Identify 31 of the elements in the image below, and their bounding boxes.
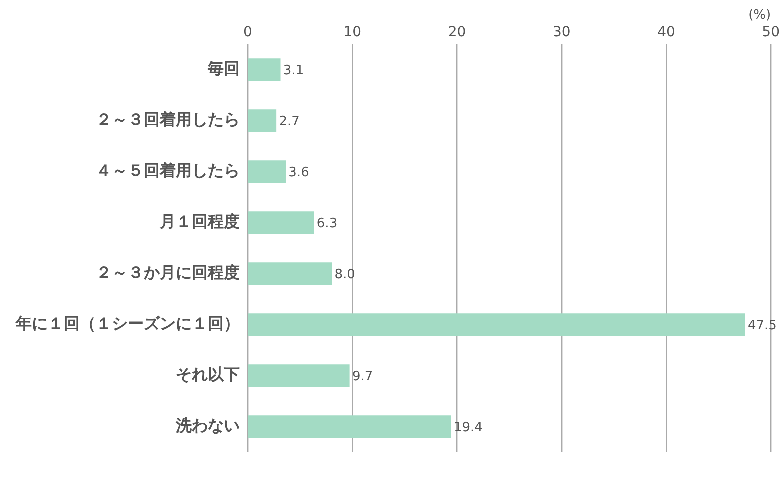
data-label: 8.0: [334, 267, 356, 282]
x-tick-label: 30: [552, 24, 571, 41]
y-tick-label: 年に１回（１シーズンに１回）: [15, 314, 240, 334]
data-label: 19.4: [454, 420, 483, 436]
bar: [248, 416, 452, 438]
data-label: 3.1: [283, 63, 304, 78]
y-tick-label: 月１回程度: [159, 212, 240, 232]
bar: [248, 110, 277, 132]
x-tick-label: 50: [762, 24, 780, 41]
x-axis-title: (%): [748, 8, 772, 24]
y-tick-label: 毎回: [207, 59, 240, 78]
bar: [248, 160, 286, 184]
x-tick-label: 20: [448, 24, 466, 41]
data-label: 2.7: [279, 114, 300, 130]
bar: [248, 262, 332, 286]
data-label: 6.3: [316, 216, 338, 232]
data-label: 9.7: [352, 369, 374, 384]
bar: [248, 212, 314, 234]
bar: [248, 364, 350, 388]
y-tick-label: それ以下: [176, 365, 240, 384]
y-tick-label: ２～３回着用したら: [96, 110, 240, 130]
x-tick-label: 10: [344, 24, 362, 41]
y-tick-label: 洗わない: [175, 416, 240, 436]
y-tick-label: ４～５回着用したら: [96, 161, 240, 180]
data-label: 3.6: [288, 165, 310, 180]
bar: [248, 58, 281, 82]
data-label: 47.5: [748, 318, 777, 334]
y-tick-label: ２～３か月に回程度: [96, 263, 240, 282]
bar: [248, 314, 746, 336]
x-tick-label: 40: [658, 24, 676, 41]
x-tick-label: 0: [244, 24, 252, 41]
